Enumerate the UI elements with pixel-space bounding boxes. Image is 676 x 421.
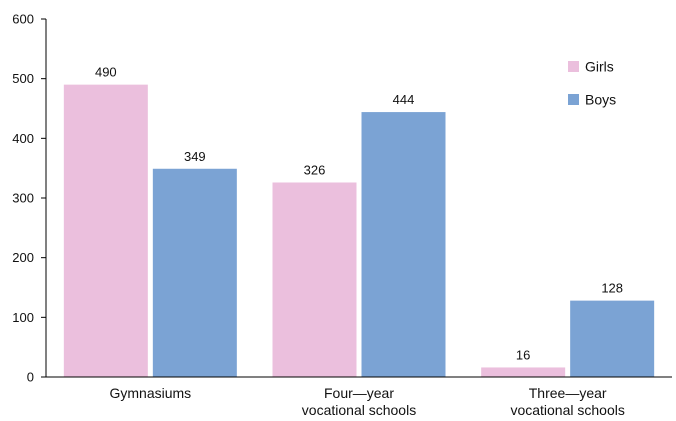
legend-box bbox=[556, 44, 640, 118]
y-tick-label: 600 bbox=[12, 12, 34, 27]
axis-layer: 0 100 200 300 400 500 600 bbox=[12, 12, 672, 385]
legend: Girls Boys bbox=[556, 44, 640, 118]
category-label-2: Three—year vocational schools bbox=[510, 385, 624, 418]
category-label-line: Gymnasiums bbox=[109, 385, 191, 401]
category-label-line: vocational schools bbox=[510, 402, 624, 418]
category-label-line: Three—year bbox=[529, 385, 607, 401]
data-label-boys-2: 128 bbox=[601, 281, 623, 296]
data-label-boys-1: 444 bbox=[393, 92, 415, 107]
y-tick-label: 0 bbox=[27, 370, 34, 385]
y-tick-label: 500 bbox=[12, 71, 34, 86]
legend-label-boys: Boys bbox=[585, 92, 616, 108]
category-label-line: vocational schools bbox=[302, 402, 416, 418]
category-label-1: Four—year vocational schools bbox=[302, 385, 416, 418]
y-tick-label: 400 bbox=[12, 131, 34, 146]
legend-swatch-girls bbox=[568, 61, 579, 72]
data-label-girls-0: 490 bbox=[95, 65, 117, 80]
bars-layer bbox=[63, 84, 655, 377]
category-label-0: Gymnasiums bbox=[109, 385, 191, 401]
y-tick-label: 300 bbox=[12, 191, 34, 206]
bar-girls-1 bbox=[272, 182, 357, 377]
data-label-boys-0: 349 bbox=[184, 149, 206, 164]
bar-girls-0 bbox=[63, 84, 148, 377]
data-label-girls-2: 16 bbox=[516, 347, 530, 362]
category-label-line: Four—year bbox=[324, 385, 394, 401]
y-tick-label: 100 bbox=[12, 310, 34, 325]
y-tick-label: 200 bbox=[12, 250, 34, 265]
bar-boys-1 bbox=[361, 112, 446, 377]
bar-boys-2 bbox=[570, 300, 655, 377]
bar-boys-0 bbox=[152, 168, 237, 377]
legend-label-girls: Girls bbox=[585, 59, 614, 75]
data-label-girls-1: 326 bbox=[304, 162, 326, 177]
bar-girls-2 bbox=[481, 367, 566, 377]
legend-swatch-boys bbox=[568, 94, 579, 105]
